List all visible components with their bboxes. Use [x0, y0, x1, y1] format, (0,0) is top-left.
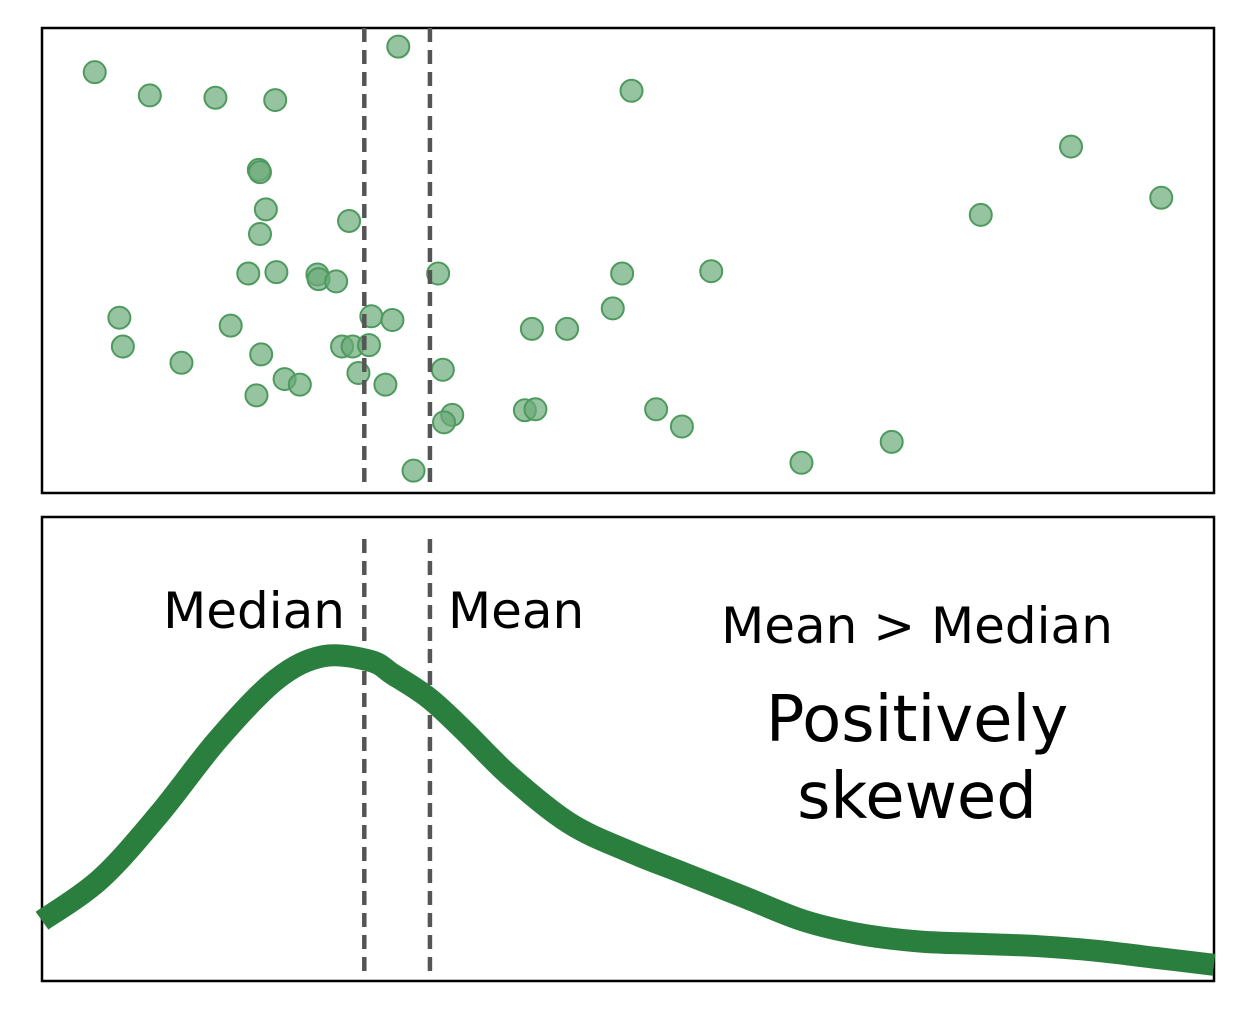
- scatter-point: [107, 305, 132, 330]
- scatter-panel: [40, 26, 1216, 495]
- scatter-point: [430, 357, 455, 382]
- scatter-point: [380, 308, 405, 333]
- density-marker-lines: [362, 539, 433, 971]
- scatter-panel-frame: [40, 26, 1216, 495]
- scatter-point: [82, 60, 107, 85]
- scatter-point: [610, 261, 635, 286]
- scatter-point: [337, 208, 362, 233]
- scatter-point: [519, 316, 544, 341]
- scatter-point: [287, 372, 312, 397]
- relation-label: Mean > Median: [721, 597, 1113, 655]
- scatter-point: [110, 334, 135, 359]
- scatter-point: [264, 260, 289, 285]
- scatter-point: [401, 458, 426, 483]
- scatter-point: [555, 316, 580, 341]
- scatter-point: [236, 261, 261, 286]
- scatter-point: [373, 372, 398, 397]
- scatter-point: [1059, 134, 1084, 159]
- scatter-point: [244, 383, 269, 408]
- scatter-point: [879, 429, 904, 454]
- scatter-point: [789, 450, 814, 475]
- mean-label: Mean: [448, 582, 584, 640]
- scatter-point: [386, 34, 411, 59]
- scatter-point: [203, 85, 228, 110]
- scatter-marker-lines: [362, 28, 433, 483]
- skew-label-line1: Positively: [766, 683, 1068, 757]
- scatter-point: [669, 414, 694, 439]
- scatter-point: [253, 197, 278, 222]
- scatter-point: [1149, 185, 1174, 210]
- scatter-point: [169, 350, 194, 375]
- scatter-points: [82, 34, 1174, 483]
- scatter-point: [247, 221, 272, 246]
- scatter-point: [523, 397, 548, 422]
- scatter-point: [619, 78, 644, 103]
- median-label: Median: [163, 582, 345, 640]
- density-curve: [35, 644, 1216, 976]
- scatter-point: [600, 296, 625, 321]
- scatter-point: [356, 333, 381, 358]
- scatter-point: [137, 83, 162, 108]
- scatter-point: [247, 160, 272, 185]
- scatter-point: [426, 261, 451, 286]
- scatter-point: [431, 410, 456, 435]
- scatter-point: [249, 342, 274, 367]
- skew-label-line2: skewed: [797, 760, 1037, 834]
- scatter-point: [324, 269, 349, 294]
- scatter-point: [644, 397, 669, 422]
- density-panel: Median Mean Mean > Median Positively ske…: [35, 515, 1216, 983]
- scatter-point: [218, 313, 243, 338]
- scatter-point: [968, 202, 993, 227]
- scatter-point: [699, 259, 724, 284]
- scatter-point: [263, 88, 288, 113]
- density-panel-frame: [40, 515, 1216, 983]
